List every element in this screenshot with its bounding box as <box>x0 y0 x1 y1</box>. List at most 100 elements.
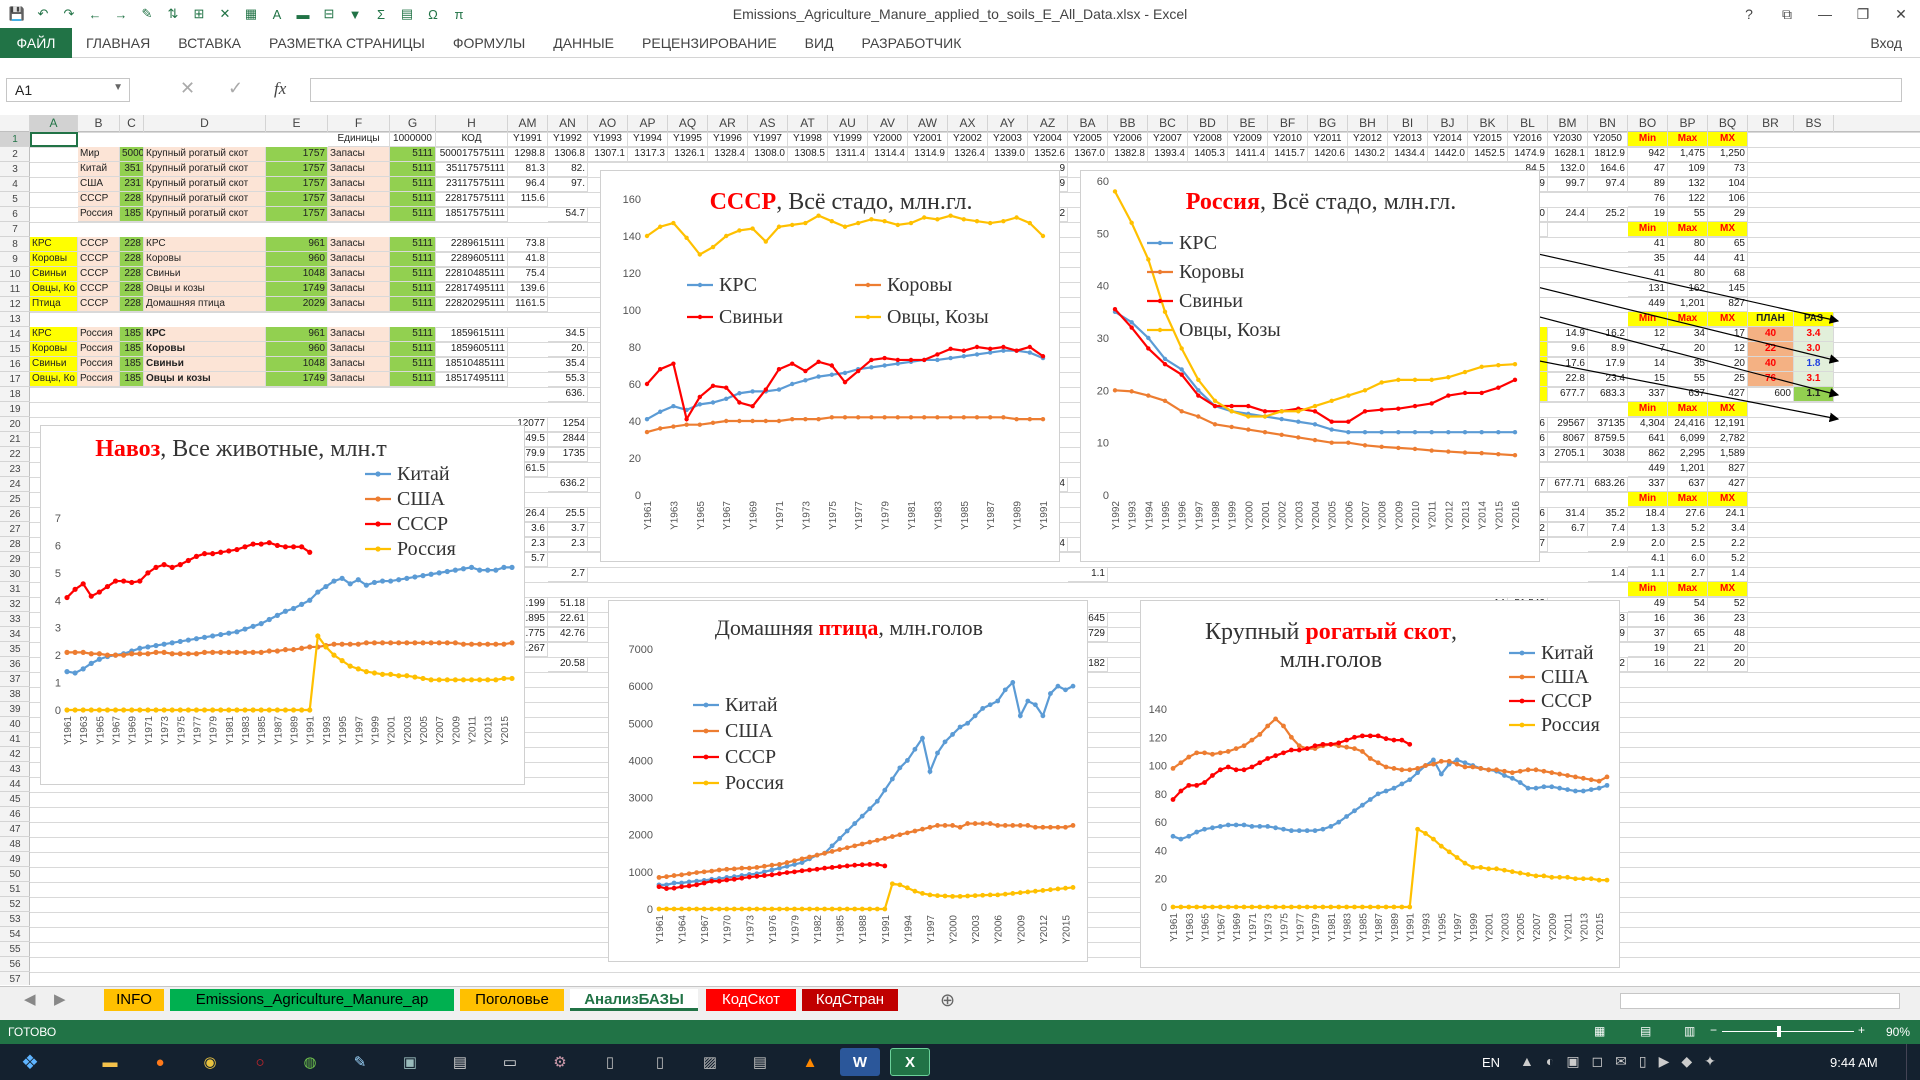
insert-icon[interactable]: ⊟ <box>323 6 335 21</box>
cell[interactable]: Max <box>1668 132 1708 147</box>
cell[interactable]: 8.9 <box>1588 342 1628 357</box>
column-header[interactable]: BF <box>1268 115 1308 132</box>
row-header[interactable]: 20 <box>0 417 30 432</box>
cell[interactable]: 960 <box>266 252 328 267</box>
cell[interactable]: 52 <box>1708 597 1748 612</box>
save-icon[interactable]: 💾 <box>8 6 26 21</box>
cell[interactable]: 2,295 <box>1668 447 1708 462</box>
ribbon-display-options-icon[interactable]: ⧉ <box>1782 5 1792 22</box>
cell[interactable]: Y2005 <box>1068 132 1108 147</box>
zoom-level[interactable]: 90% <box>1886 1025 1911 1039</box>
cell[interactable]: Y2015 <box>1468 132 1508 147</box>
cell[interactable]: 29 <box>1708 207 1748 222</box>
cell[interactable]: 20.182 <box>1068 657 1108 672</box>
cell[interactable]: Запасы <box>328 237 390 252</box>
row-header[interactable]: 11 <box>0 282 30 297</box>
cell[interactable]: 23 <box>1708 612 1748 627</box>
cell[interactable]: 16 <box>1628 612 1668 627</box>
cell[interactable]: 677.7 <box>1548 387 1588 402</box>
cell[interactable]: Запасы <box>328 357 390 372</box>
cell[interactable]: Единицы <box>328 132 390 147</box>
cell[interactable]: 22817575111 <box>436 192 508 207</box>
cell[interactable]: 5.2 <box>1668 522 1708 537</box>
cell[interactable]: 22.895 <box>508 612 548 627</box>
cell[interactable]: 17.9 <box>1588 357 1628 372</box>
row-header[interactable]: 2 <box>0 147 30 162</box>
cell[interactable]: 637 <box>1668 387 1708 402</box>
row-header[interactable]: 42 <box>0 747 30 762</box>
cell[interactable]: 164.6 <box>1588 162 1628 177</box>
cell[interactable]: РАЗ <box>1794 312 1834 327</box>
cell[interactable]: 25 <box>1708 372 1748 387</box>
merge-icon[interactable]: ⊞ <box>193 6 205 21</box>
language-indicator[interactable]: EN <box>1482 1055 1501 1070</box>
column-header[interactable]: H <box>436 115 508 132</box>
row-header[interactable]: 17 <box>0 372 30 387</box>
cell[interactable]: 5111 <box>390 342 436 357</box>
cell[interactable]: 122 <box>1668 192 1708 207</box>
cell[interactable]: 6.7 <box>1548 522 1588 537</box>
chart-manure[interactable]: Навоз, Все животные, млн.т 0 1 2 3 4 5 6 7 Y1961 Y… <box>40 425 525 785</box>
cell[interactable]: 4.1 <box>1628 552 1668 567</box>
cell[interactable]: 12 <box>1628 327 1668 342</box>
tools-icon[interactable]: ⚙ <box>553 1054 567 1071</box>
cell[interactable]: Запасы <box>328 162 390 177</box>
cell[interactable]: 76 <box>1748 372 1794 387</box>
cell[interactable]: 5111 <box>390 147 436 162</box>
cell[interactable]: Y2003 <box>988 132 1028 147</box>
cell[interactable]: 1,201 <box>1668 297 1708 312</box>
cell[interactable]: 41 <box>1628 237 1668 252</box>
cell[interactable]: 185 <box>120 357 144 372</box>
cell[interactable]: Min <box>1628 222 1668 237</box>
tray-icons[interactable]: ▲◐▣◻✉▯▶◆✦ <box>1520 1053 1728 1069</box>
row-header[interactable]: 34 <box>0 627 30 642</box>
cell[interactable]: 40 <box>1748 327 1794 342</box>
cell[interactable]: 1,475 <box>1668 147 1708 162</box>
cell[interactable]: 16.2 <box>1588 327 1628 342</box>
cell[interactable]: 25.2 <box>1588 207 1628 222</box>
cell[interactable]: MX <box>1708 312 1748 327</box>
cell[interactable]: 89 <box>1628 177 1668 192</box>
row-header[interactable]: 51 <box>0 882 30 897</box>
cell[interactable]: 2.5 <box>1668 537 1708 552</box>
cell[interactable]: 1,589 <box>1708 447 1748 462</box>
cell[interactable]: Y2008 <box>1188 132 1228 147</box>
row-header[interactable]: 13 <box>0 312 30 327</box>
column-header[interactable]: BB <box>1108 115 1148 132</box>
cell[interactable]: 228 <box>120 297 144 312</box>
row-header[interactable]: 19 <box>0 402 30 417</box>
cell[interactable]: 1161.5 <box>508 297 548 312</box>
cell[interactable]: Россия <box>78 207 120 222</box>
globe-icon[interactable]: ◍ <box>303 1054 317 1071</box>
cell[interactable]: Y2030 <box>1548 132 1588 147</box>
network-icon[interactable]: ▣ <box>402 1054 418 1071</box>
row-header[interactable]: 3 <box>0 162 30 177</box>
cell[interactable]: Запасы <box>328 327 390 342</box>
cell[interactable]: 23117575111 <box>436 177 508 192</box>
calculator-icon[interactable]: ▤ <box>452 1054 468 1071</box>
cell[interactable]: 31.4 <box>1548 507 1588 522</box>
normal-view-icon[interactable]: ▦ <box>1594 1024 1606 1038</box>
cell[interactable]: 2649.5 <box>508 432 548 447</box>
cell[interactable]: 4,304 <box>1628 417 1668 432</box>
cell[interactable]: Мир <box>78 147 120 162</box>
cell[interactable]: 1339.0 <box>988 147 1028 162</box>
column-header[interactable]: BI <box>1388 115 1428 132</box>
cell[interactable]: 106 <box>1708 192 1748 207</box>
cell[interactable]: 942 <box>1628 147 1668 162</box>
cell[interactable]: 5111 <box>390 252 436 267</box>
cell[interactable]: 27.6 <box>1668 507 1708 522</box>
cell[interactable]: 185 <box>120 207 144 222</box>
cell[interactable]: 600 <box>1748 387 1794 402</box>
column-header[interactable]: AQ <box>668 115 708 132</box>
cell[interactable]: 337 <box>1628 477 1668 492</box>
filter-icon[interactable]: ▼ <box>348 6 362 22</box>
column-header[interactable]: BE <box>1228 115 1268 132</box>
cell[interactable]: 36 <box>1668 612 1708 627</box>
row-header[interactable]: 31 <box>0 582 30 597</box>
cell[interactable]: 48 <box>1708 627 1748 642</box>
cell[interactable]: Запасы <box>328 267 390 282</box>
cell[interactable]: 5111 <box>390 327 436 342</box>
column-header[interactable]: B <box>78 115 120 132</box>
row-header[interactable]: 46 <box>0 807 30 822</box>
